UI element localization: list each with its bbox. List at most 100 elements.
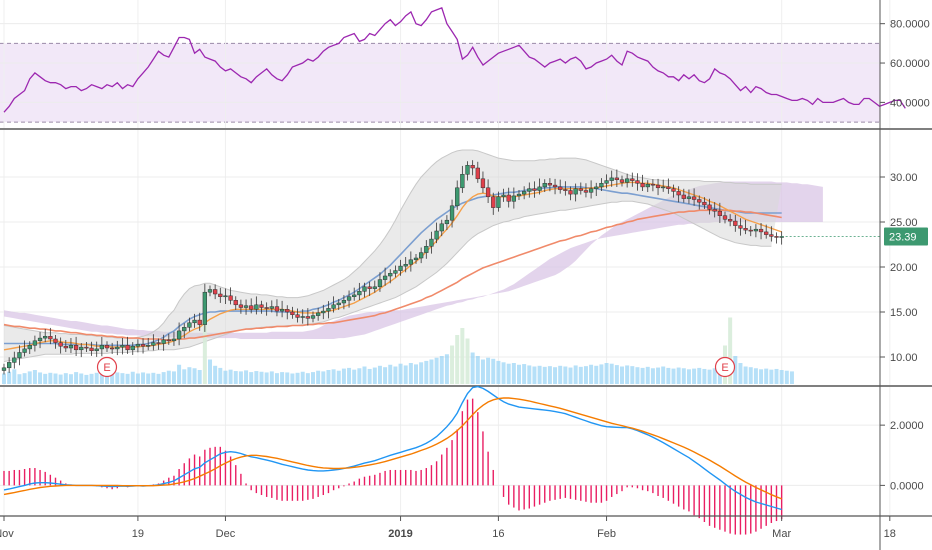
candlestick: [635, 173, 640, 191]
candlestick: [192, 313, 197, 328]
volume-bar: [532, 366, 537, 384]
volume-bar: [269, 371, 274, 384]
volume-bar: [563, 366, 568, 384]
sma-line: [4, 186, 782, 347]
candlestick: [182, 323, 187, 339]
volume-bar: [53, 373, 58, 384]
earnings-label: E: [103, 362, 110, 374]
earnings-marker[interactable]: E: [714, 356, 736, 378]
candlestick: [444, 215, 450, 231]
volume-bar: [254, 371, 259, 384]
volume-bar: [125, 373, 130, 384]
volume-bar: [604, 363, 609, 384]
volume-bar: [738, 363, 743, 384]
candlestick: [207, 285, 213, 297]
earnings-marker[interactable]: E: [96, 356, 118, 378]
volume-bar: [728, 317, 733, 384]
candlestick: [269, 300, 274, 313]
candlestick: [619, 175, 625, 187]
volume-bar: [712, 368, 717, 384]
volume-bar: [625, 365, 630, 384]
volume-bar: [32, 370, 37, 384]
volume-bar: [496, 360, 501, 384]
volume-bar: [635, 367, 640, 384]
volume-bar: [594, 365, 599, 384]
volume-bar: [517, 364, 521, 384]
volume-bar: [146, 373, 151, 384]
candlestick: [161, 334, 166, 351]
volume-bar: [398, 363, 403, 384]
rsi-overbought-oversold-band: [0, 43, 880, 123]
volume-bar: [68, 374, 73, 384]
candlestick: [115, 340, 120, 356]
candlestick: [367, 281, 372, 296]
time-tick-label: Dec: [216, 528, 236, 540]
volume-bar: [403, 365, 408, 384]
candlestick: [604, 174, 609, 189]
candlestick: [599, 178, 604, 191]
candlestick: [99, 336, 104, 357]
volume-bar: [213, 365, 218, 384]
candlestick: [522, 186, 527, 200]
macd-panel: 2.0000 0.0000: [0, 385, 924, 535]
volume-bar: [455, 335, 460, 384]
last-price-badge: [884, 227, 928, 246]
time-axis[interactable]: Nov19Dec201916FebMar18Apr15: [0, 516, 932, 540]
volume-bar: [697, 367, 702, 384]
candlestick: [460, 165, 465, 193]
candlestick: [733, 214, 738, 232]
candlestick: [449, 199, 455, 228]
candlestick: [104, 341, 110, 353]
volume-bar: [166, 370, 171, 384]
candlestick: [259, 300, 264, 314]
volume-bar: [223, 370, 228, 384]
volume-bar: [702, 368, 707, 384]
candlestick: [264, 302, 269, 316]
candlestick: [68, 338, 74, 354]
last-price-label: 23.39: [889, 231, 917, 243]
volume-bar: [789, 371, 794, 384]
volume-bar: [743, 366, 748, 384]
volume-bar: [316, 370, 321, 384]
candlestick: [429, 231, 434, 254]
candlestick: [17, 345, 22, 366]
volume-bar: [58, 374, 63, 384]
candlestick: [552, 178, 558, 195]
candlestick: [89, 341, 94, 356]
candlestick: [630, 172, 635, 187]
volume-bar: [187, 367, 192, 384]
volume-bar: [171, 371, 176, 384]
candlestick: [655, 178, 661, 196]
candlestick: [176, 322, 182, 346]
candlestick: [424, 240, 429, 259]
candlestick: [73, 336, 79, 357]
earnings-circle: [96, 356, 118, 378]
candlestick: [125, 336, 130, 354]
volume-bar: [326, 370, 331, 384]
candlestick: [202, 283, 207, 332]
candlestick: [310, 311, 316, 323]
volume-bar: [511, 363, 516, 384]
volume-bar: [573, 365, 578, 384]
volume-bar: [17, 374, 22, 384]
volume-bar: [414, 364, 418, 384]
candlestick: [37, 331, 43, 349]
candlestick: [671, 184, 676, 198]
macd-tick-label: 0.0000: [890, 480, 924, 492]
volume-bar: [388, 364, 393, 384]
candlestick: [645, 180, 650, 193]
volume-bar: [599, 364, 604, 384]
price-tick-label: 20.00: [890, 262, 918, 274]
candlestick: [156, 338, 161, 350]
candlestick: [588, 180, 594, 199]
candlestick: [233, 296, 238, 310]
candlestick: [295, 308, 300, 323]
candlestick: [691, 188, 697, 206]
candlestick: [223, 288, 228, 304]
candlestick: [408, 251, 414, 272]
volume-bar: [434, 357, 439, 384]
volume-bar: [640, 367, 645, 384]
